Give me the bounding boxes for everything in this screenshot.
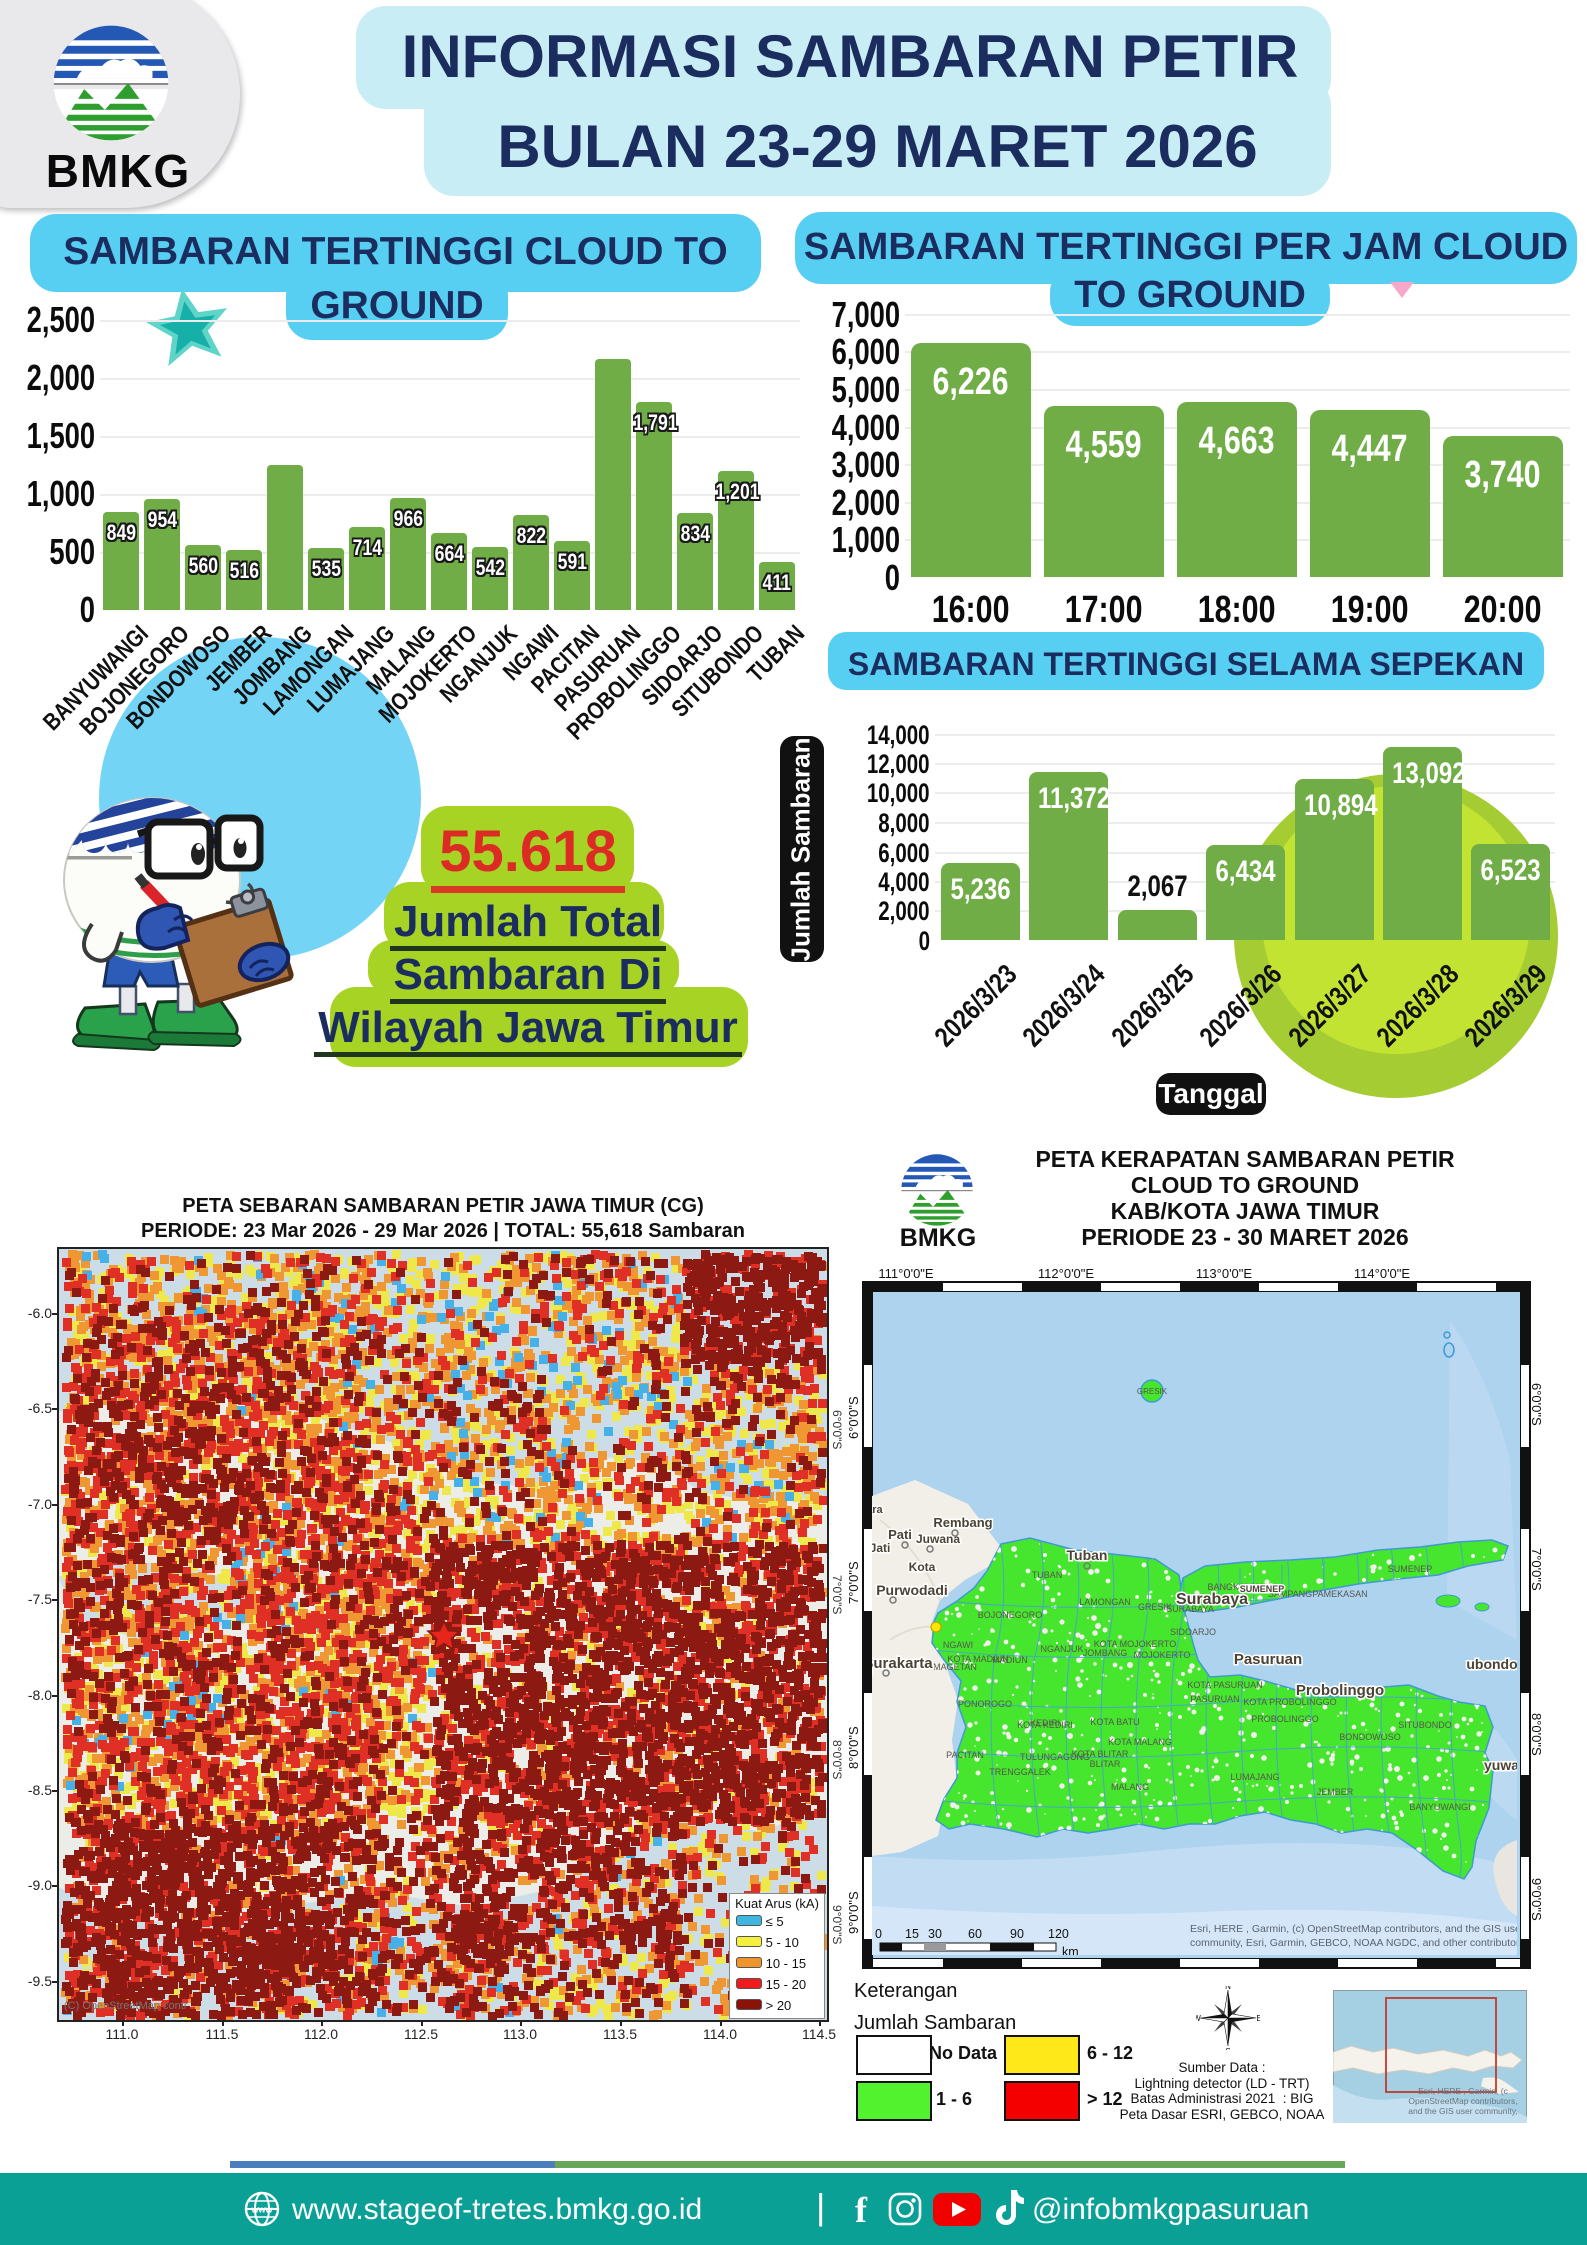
svg-text:www: www: [250, 2205, 273, 2215]
svg-text:spara: spara: [872, 1504, 884, 1516]
svg-text:KOTA BLITAR: KOTA BLITAR: [1072, 1749, 1129, 1759]
svg-text:60: 60: [968, 1927, 982, 1941]
svg-text:KOTA BATU: KOTA BATU: [1090, 1717, 1139, 1727]
svg-text:PASURUAN: PASURUAN: [1190, 1694, 1239, 1704]
svg-text:KOTA MOJOKERTO: KOTA MOJOKERTO: [1094, 1639, 1177, 1649]
svg-text:NGANJUK: NGANJUK: [1040, 1644, 1083, 1654]
svg-text:120: 120: [1048, 1927, 1069, 1941]
svg-text:OpenStreetMap contributors,: OpenStreetMap contributors,: [1408, 2096, 1517, 2106]
svg-text:SUMENEP: SUMENEP: [1240, 1584, 1285, 1594]
svg-text:Surabaya: Surabaya: [1176, 1591, 1248, 1608]
svg-text:Rembang: Rembang: [933, 1515, 992, 1530]
svg-text:SAMPANG: SAMPANG: [1268, 1589, 1312, 1599]
svg-text:15: 15: [905, 1927, 919, 1941]
svg-text:0: 0: [875, 1927, 882, 1941]
svg-text:TULUNGAGUNG: TULUNGAGUNG: [1020, 1752, 1090, 1762]
svg-text:TRENGGALEK: TRENGGALEK: [989, 1767, 1051, 1777]
svg-text:PONOROGO: PONOROGO: [958, 1699, 1012, 1709]
svg-text:W: W: [1196, 2014, 1201, 2023]
svg-text:GRESIK: GRESIK: [1137, 1387, 1168, 1396]
svg-text:Tuban: Tuban: [1067, 1547, 1108, 1563]
svg-text:SURABAYA: SURABAYA: [1166, 1604, 1214, 1614]
svg-text:yuwangi: yuwangi: [1484, 1757, 1517, 1773]
svg-text:km: km: [1062, 1945, 1079, 1955]
svg-text:Pati: Pati: [888, 1527, 912, 1542]
svg-text:BOJONEGORO: BOJONEGORO: [978, 1610, 1043, 1620]
svg-text:E: E: [1256, 2014, 1260, 2023]
svg-text:KOTA KEDIRI: KOTA KEDIRI: [1017, 1720, 1073, 1730]
svg-text:Purwodadi: Purwodadi: [876, 1582, 948, 1598]
svg-text:PROBOLINGGO: PROBOLINGGO: [1251, 1714, 1319, 1724]
svg-text:30: 30: [928, 1927, 942, 1941]
svg-text:Jati: Jati: [872, 1541, 890, 1555]
svg-text:PACITAN: PACITAN: [946, 1750, 984, 1760]
svg-text:MOJOKERTO: MOJOKERTO: [1134, 1650, 1191, 1660]
svg-text:MADIUN: MADIUN: [992, 1655, 1028, 1665]
svg-text:Probolinggo: Probolinggo: [1296, 1682, 1384, 1699]
svg-text:BONDOWOSO: BONDOWOSO: [1339, 1732, 1401, 1742]
svg-text:Surakarta: Surakarta: [872, 1655, 933, 1672]
svg-text:MAGETAN: MAGETAN: [933, 1662, 977, 1672]
svg-text:Esri, HERE , Garmin, (c: Esri, HERE , Garmin, (c: [1418, 2086, 1508, 2096]
svg-text:90: 90: [1010, 1927, 1024, 1941]
svg-text:community, Esri, Garmin, GEBCO: community, Esri, Garmin, GEBCO, NOAA NGD…: [1190, 1937, 1517, 1949]
svg-text:KEDIRI: KEDIRI: [1030, 1718, 1060, 1728]
svg-text:JOMBANG: JOMBANG: [1083, 1648, 1128, 1658]
svg-text:KOTA MADIUN: KOTA MADIUN: [947, 1654, 1008, 1664]
svg-text:GRESIK: GRESIK: [1138, 1602, 1172, 1612]
svg-text:KOTA MALANG: KOTA MALANG: [1108, 1737, 1172, 1747]
svg-text:Juwana: Juwana: [916, 1532, 960, 1546]
svg-text:SIDOARJO: SIDOARJO: [1170, 1627, 1216, 1637]
svg-text:Esri, HERE , Garmin, (c) OpenS: Esri, HERE , Garmin, (c) OpenStreetMap c…: [1190, 1923, 1517, 1935]
svg-text:BLITAR: BLITAR: [1090, 1759, 1121, 1769]
svg-text:Kota: Kota: [909, 1560, 936, 1574]
svg-text:MALANG: MALANG: [1111, 1782, 1149, 1792]
svg-text:PAMEKASAN: PAMEKASAN: [1312, 1589, 1367, 1599]
svg-text:NGAWI: NGAWI: [943, 1640, 973, 1650]
svg-text:KOTA PROBOLINGGO: KOTA PROBOLINGGO: [1243, 1697, 1336, 1707]
svg-text:LAMONGAN: LAMONGAN: [1079, 1597, 1131, 1607]
svg-text:SITUBONDO: SITUBONDO: [1398, 1720, 1452, 1730]
svg-text:JEMBER: JEMBER: [1317, 1787, 1354, 1797]
svg-text:and the GIS user community,: and the GIS user community,: [1408, 2106, 1517, 2116]
svg-text:BANYUWANGI: BANYUWANGI: [1409, 1802, 1470, 1812]
svg-text:SUMENEP: SUMENEP: [1388, 1564, 1433, 1574]
svg-text:KOTA PASURUAN: KOTA PASURUAN: [1187, 1680, 1262, 1690]
svg-text:N: N: [1225, 1986, 1231, 1991]
svg-text:Pasuruan: Pasuruan: [1234, 1651, 1302, 1668]
svg-text:ubondo: ubondo: [1466, 1656, 1517, 1672]
svg-text:TUBAN: TUBAN: [1032, 1570, 1063, 1580]
svg-text:S: S: [1225, 2047, 1230, 2050]
svg-text:LUMAJANG: LUMAJANG: [1230, 1772, 1279, 1782]
svg-text:BANGKALAN: BANGKALAN: [1207, 1582, 1262, 1592]
